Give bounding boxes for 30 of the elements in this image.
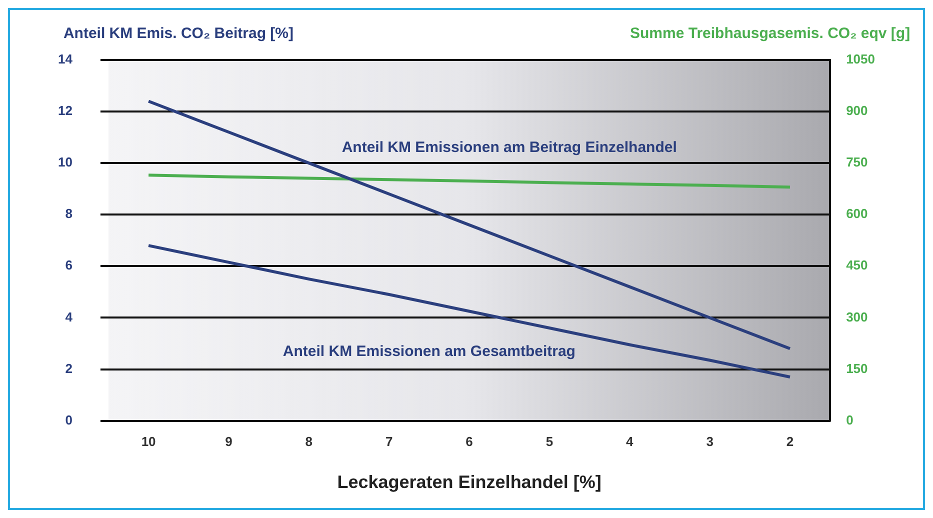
x-tick-label: 9 (225, 434, 232, 450)
y2-tick-label: 300 (846, 309, 868, 324)
x-tick-label: 10 (141, 434, 156, 450)
x-tick-label: 3 (706, 434, 714, 450)
x-tick-label: 2 (786, 434, 794, 450)
x-tick-label: 7 (385, 434, 393, 450)
series-label: Anteil KM Emissionen am Beitrag Einzelhandel (342, 139, 677, 156)
y-tick-label: 10 (58, 154, 72, 170)
y-tick-label: 4 (65, 309, 74, 324)
y2-tick-label: 900 (846, 103, 868, 118)
x-axis-title: Leckageraten Einzelhandel [%] (337, 472, 602, 492)
x-tick-label: 4 (626, 434, 634, 450)
x-tick-label: 5 (546, 434, 554, 450)
x-tick-label: 8 (305, 434, 313, 450)
y2-tick-label: 750 (846, 154, 868, 170)
y-tick-label: 0 (65, 412, 72, 428)
y2-tick-label: 150 (846, 360, 868, 376)
x-tick-label: 6 (466, 434, 473, 450)
y2-tick-label: 450 (846, 258, 868, 273)
y2-tick-label: 1050 (846, 52, 875, 67)
y-tick-label: 2 (65, 360, 72, 376)
y-tick-label: 14 (58, 52, 74, 67)
y2-tick-label: 600 (846, 206, 868, 222)
y-tick-label: 6 (65, 258, 72, 273)
y2-axis-title: Summe Treibhausgasemis. CO₂ eqv [g] (630, 25, 910, 42)
y-tick-label: 12 (58, 103, 72, 118)
y-tick-label: 8 (65, 206, 72, 222)
y2-tick-label: 0 (846, 412, 854, 428)
y-axis-title: Anteil KM Emis. CO₂ Beitrag [%] (63, 25, 294, 42)
series-label: Anteil KM Emissionen am Gesamtbeitrag (282, 343, 576, 360)
